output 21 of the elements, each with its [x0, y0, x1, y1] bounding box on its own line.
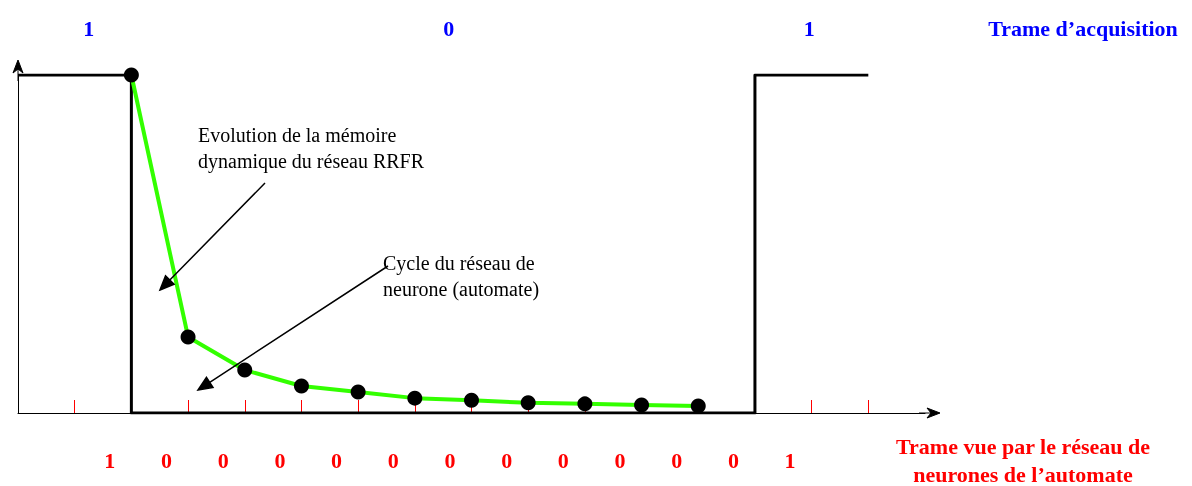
text: 0 — [331, 447, 343, 473]
annotation: Cycle du réseau de neurone (automate) — [383, 252, 540, 301]
text: 1 — [104, 447, 116, 473]
text: 0 — [274, 447, 286, 473]
text: 0 — [217, 447, 229, 473]
text: 0 — [161, 447, 173, 473]
text: 0 — [443, 15, 455, 41]
text: 0 — [501, 447, 513, 473]
annotation: Evolution de la mémoire dynamique du réseau RRFR — [198, 124, 425, 173]
text: 1 — [784, 447, 796, 473]
text: 0 — [671, 447, 683, 473]
text: 1 — [803, 15, 815, 41]
text: 0 — [387, 447, 399, 473]
text: 0 — [444, 447, 456, 473]
text: 0 — [614, 447, 626, 473]
text: 1 — [83, 15, 95, 41]
text: 0 — [557, 447, 569, 473]
text: Trame d’acquisition — [988, 15, 1178, 41]
text: 0 — [727, 447, 739, 473]
point — [123, 67, 139, 83]
text: Trame vue par le réseau de neurones de l’automate — [896, 433, 1151, 486]
